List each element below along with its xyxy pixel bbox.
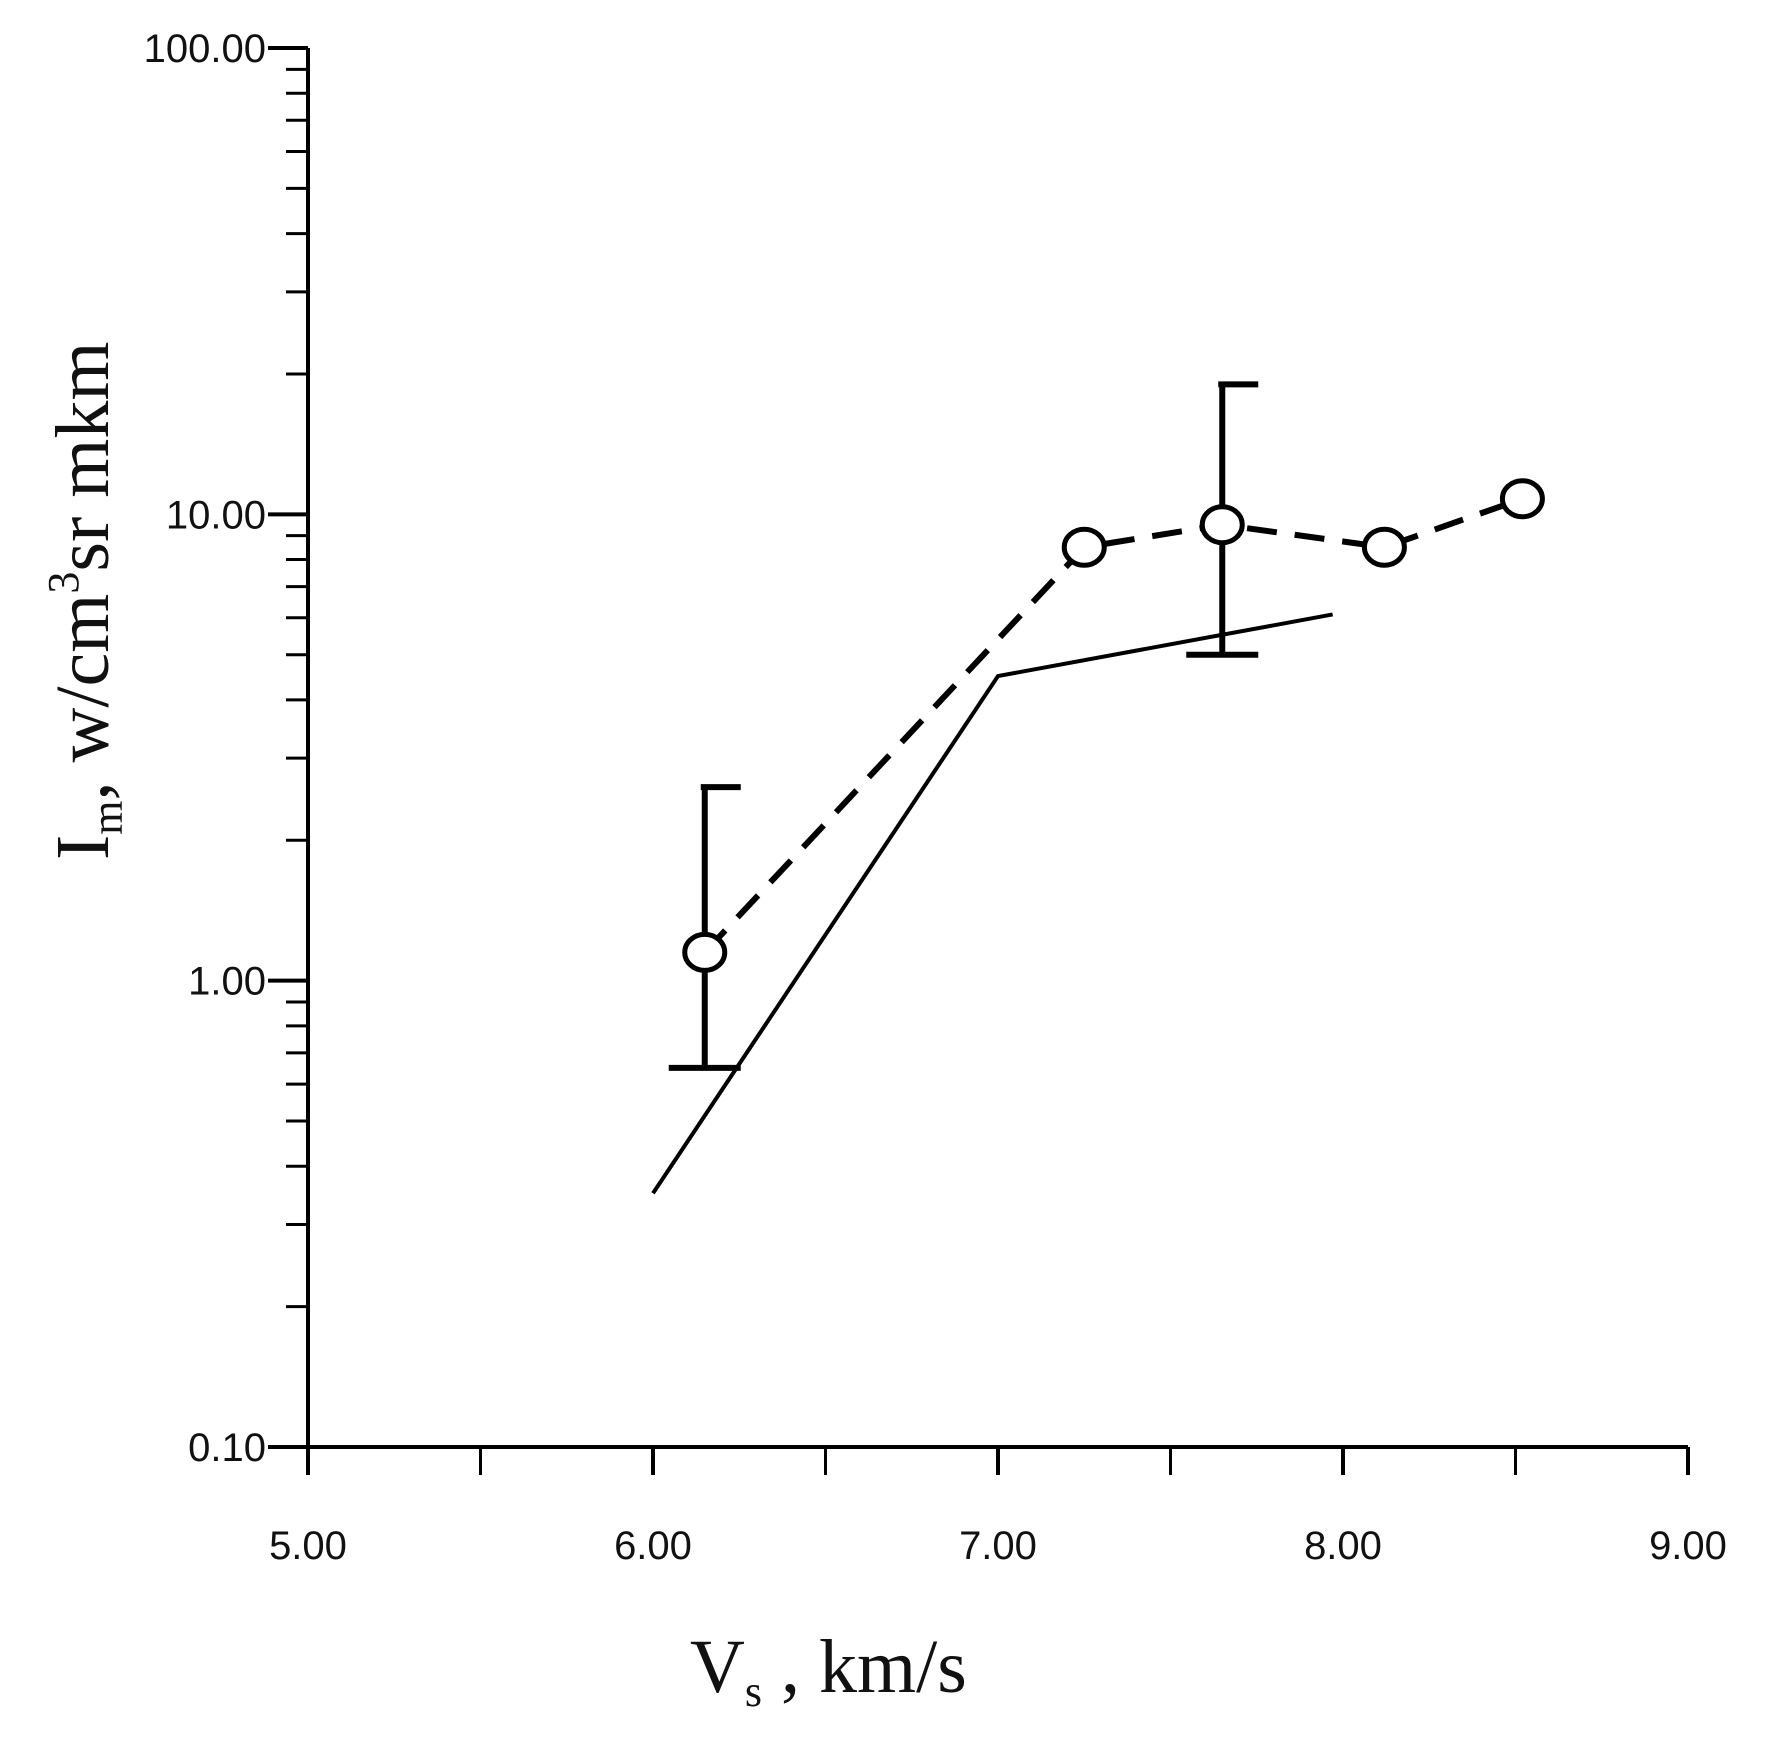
x-axis-title: Vs , km/s [690,1625,967,1716]
x-tick-label: 6.00 [614,1524,692,1568]
data-point-marker [1061,526,1107,568]
x-tick-label: 7.00 [959,1524,1037,1568]
axes [306,48,1688,1449]
y-axis-title-rest-2: sr mkm [41,341,125,571]
dashed-series-line [702,495,1524,955]
y-axis-title: Im, w/cm3sr mkm [39,341,132,860]
y-axis-title-rest-1: , w/cm [41,594,125,801]
solid-series-line [651,612,1334,1195]
y-tick-label: 100.00 [144,27,266,71]
y-tick-label: 0.10 [188,1426,266,1470]
x-tick-label: 5.00 [269,1524,347,1568]
y-tick-label: 10.00 [166,493,266,537]
x-tick-label: 8.00 [1304,1524,1382,1568]
data-point-marker [1199,504,1245,546]
x-axis-ticks: 5.00 6.00 7.00 8.00 9.00 [269,1447,1727,1568]
y-tick-label: 1.00 [188,960,266,1004]
y-axis-title-subscript: m [83,800,132,834]
y-axis-ticks: 0.10 1.00 10.00 100.00 [144,27,308,1470]
x-axis-title-subscript: s [745,1667,762,1716]
y-axis-title-superscript: 3 [39,572,88,594]
data-point-marker [682,931,728,973]
series-layer [651,381,1545,1195]
x-axis-title-rest: , km/s [762,1625,967,1709]
x-axis-title-main: V [690,1625,745,1709]
data-point-marker [1499,478,1545,520]
x-tick-label: 9.00 [1649,1524,1727,1568]
data-point-marker [1361,526,1407,568]
y-axis-title-main: I [41,835,125,860]
